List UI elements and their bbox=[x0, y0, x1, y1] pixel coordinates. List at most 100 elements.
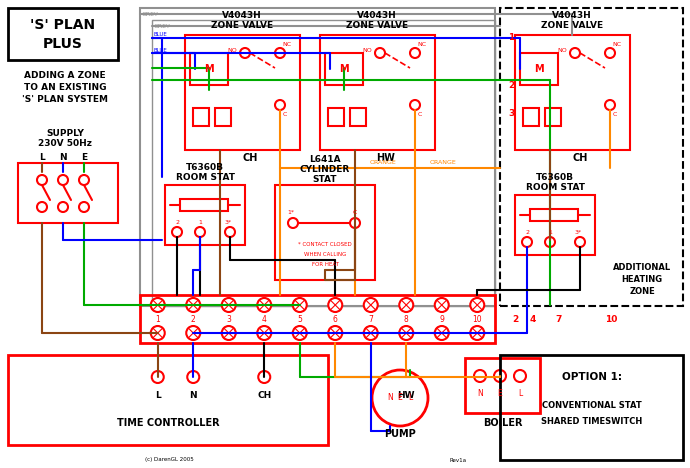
Text: ZONE VALVE: ZONE VALVE bbox=[346, 22, 408, 30]
Text: N: N bbox=[59, 154, 67, 162]
Bar bbox=[328, 108, 344, 126]
Text: 10: 10 bbox=[473, 314, 482, 323]
Text: CH: CH bbox=[573, 153, 588, 163]
Circle shape bbox=[186, 298, 200, 312]
Text: 5: 5 bbox=[297, 314, 302, 323]
Text: 2: 2 bbox=[508, 81, 514, 90]
Text: ZONE VALVE: ZONE VALVE bbox=[541, 22, 603, 30]
Text: ZONE: ZONE bbox=[629, 287, 655, 297]
Text: C: C bbox=[353, 211, 357, 215]
Bar bbox=[545, 108, 561, 126]
Text: V4043H: V4043H bbox=[552, 12, 592, 21]
Text: GREY: GREY bbox=[154, 24, 171, 29]
Text: E: E bbox=[397, 394, 402, 402]
Text: ZONE VALVE: ZONE VALVE bbox=[211, 22, 273, 30]
Text: HW: HW bbox=[397, 390, 415, 400]
Bar bbox=[530, 209, 578, 221]
Circle shape bbox=[79, 175, 89, 185]
Circle shape bbox=[37, 175, 47, 185]
Text: NO: NO bbox=[558, 49, 567, 53]
Circle shape bbox=[275, 48, 285, 58]
Text: PUMP: PUMP bbox=[384, 429, 416, 439]
Text: 1: 1 bbox=[508, 34, 514, 43]
Text: STAT: STAT bbox=[313, 175, 337, 183]
Circle shape bbox=[471, 326, 484, 340]
Circle shape bbox=[350, 218, 360, 228]
Text: V4043H: V4043H bbox=[357, 12, 397, 21]
Circle shape bbox=[605, 100, 615, 110]
Bar bbox=[523, 108, 539, 126]
Circle shape bbox=[410, 100, 420, 110]
Circle shape bbox=[150, 298, 165, 312]
Bar bbox=[18, 163, 118, 223]
Bar bbox=[193, 108, 209, 126]
Circle shape bbox=[257, 326, 271, 340]
Circle shape bbox=[435, 326, 448, 340]
Circle shape bbox=[545, 237, 555, 247]
Text: 230V 50Hz: 230V 50Hz bbox=[38, 139, 92, 148]
Bar bbox=[152, 20, 495, 306]
Bar bbox=[275, 185, 375, 280]
Circle shape bbox=[258, 371, 270, 383]
Text: L: L bbox=[155, 390, 161, 400]
Text: ROOM STAT: ROOM STAT bbox=[175, 173, 235, 182]
Text: 1: 1 bbox=[155, 314, 160, 323]
Text: 2: 2 bbox=[512, 314, 518, 323]
Text: NC: NC bbox=[417, 43, 426, 47]
Circle shape bbox=[328, 298, 342, 312]
Circle shape bbox=[435, 298, 448, 312]
Text: CH: CH bbox=[243, 153, 258, 163]
Text: (c) DarenGL 2005: (c) DarenGL 2005 bbox=[145, 458, 194, 462]
Text: V4043H: V4043H bbox=[222, 12, 262, 21]
Text: N: N bbox=[477, 388, 483, 397]
Text: E: E bbox=[81, 154, 87, 162]
Circle shape bbox=[400, 298, 413, 312]
Circle shape bbox=[221, 298, 236, 312]
Circle shape bbox=[328, 326, 342, 340]
Text: PLUS: PLUS bbox=[43, 37, 83, 51]
Bar bbox=[520, 53, 558, 85]
Circle shape bbox=[58, 202, 68, 212]
Text: 3: 3 bbox=[508, 109, 514, 117]
Circle shape bbox=[400, 326, 413, 340]
Text: * CONTACT CLOSED: * CONTACT CLOSED bbox=[298, 242, 352, 248]
Text: 3*: 3* bbox=[575, 229, 582, 234]
Circle shape bbox=[150, 326, 165, 340]
Bar bbox=[180, 199, 228, 211]
Circle shape bbox=[187, 371, 199, 383]
Circle shape bbox=[293, 298, 307, 312]
Text: 4: 4 bbox=[530, 314, 536, 323]
Text: L: L bbox=[518, 388, 522, 397]
Bar bbox=[140, 8, 495, 306]
Text: M: M bbox=[204, 64, 214, 74]
Bar bbox=[320, 35, 435, 150]
Text: ADDITIONAL: ADDITIONAL bbox=[613, 263, 671, 272]
Text: HEATING: HEATING bbox=[622, 276, 662, 285]
Text: C: C bbox=[418, 112, 422, 117]
Text: ADDING A ZONE: ADDING A ZONE bbox=[24, 71, 106, 80]
Circle shape bbox=[364, 326, 377, 340]
Text: SUPPLY: SUPPLY bbox=[46, 129, 84, 138]
Text: L: L bbox=[39, 154, 45, 162]
Circle shape bbox=[375, 48, 385, 58]
Text: Rev1a: Rev1a bbox=[450, 458, 467, 462]
Circle shape bbox=[364, 298, 377, 312]
Circle shape bbox=[172, 227, 182, 237]
Circle shape bbox=[605, 48, 615, 58]
Text: 7: 7 bbox=[555, 314, 562, 323]
Circle shape bbox=[225, 227, 235, 237]
Bar bbox=[350, 108, 366, 126]
Circle shape bbox=[288, 218, 298, 228]
Circle shape bbox=[195, 227, 205, 237]
Text: 8: 8 bbox=[404, 314, 408, 323]
Bar bbox=[190, 53, 228, 85]
Circle shape bbox=[514, 370, 526, 382]
Text: N: N bbox=[387, 394, 393, 402]
Circle shape bbox=[37, 202, 47, 212]
Text: 3: 3 bbox=[226, 314, 231, 323]
Text: CONVENTIONAL STAT: CONVENTIONAL STAT bbox=[542, 401, 642, 410]
Text: 2: 2 bbox=[175, 219, 179, 225]
Circle shape bbox=[400, 371, 412, 383]
Circle shape bbox=[186, 326, 200, 340]
Text: SHARED TIMESWITCH: SHARED TIMESWITCH bbox=[541, 417, 642, 426]
